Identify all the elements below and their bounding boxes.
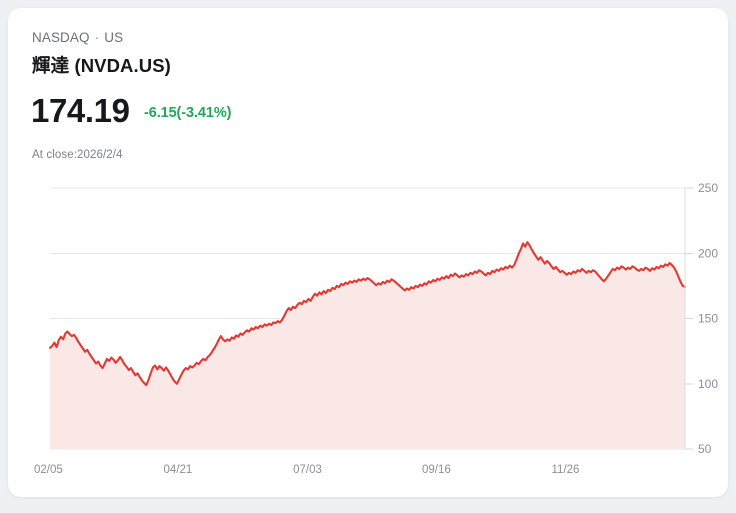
x-axis-label: 04/21 [164,464,193,476]
x-axis-label: 11/26 [552,464,580,476]
price-area-fill [50,242,685,449]
at-close-timestamp: At close:2026/2/4 [32,149,123,161]
exchange-separator: · [94,30,100,45]
x-axis-label: 09/16 [422,464,451,476]
exchange-row: NASDAQ · US [32,30,123,45]
exchange-name: NASDAQ [32,30,90,45]
y-axis-label: 100 [698,377,718,391]
y-axis-labels: 50 100 150 200 250 [698,181,718,456]
x-axis-label: 07/03 [293,464,322,476]
chart-tick-marks [685,187,693,450]
price-chart-svg[interactable]: 50 100 150 200 250 02/05 04/21 07/03 09/16 11/26 [8,168,728,488]
y-axis-label: 50 [698,442,712,456]
price-change: -6.15(-3.41%) [144,105,232,121]
exchange-region: US [104,30,124,45]
page-title: 輝達 (NVDA.US) [32,55,171,76]
y-axis-label: 250 [698,181,718,195]
y-axis-label: 150 [698,312,718,326]
price-chart[interactable]: 50 100 150 200 250 02/05 04/21 07/03 09/16 11/26 [8,168,728,488]
current-price: 174.19 [31,92,130,129]
y-axis-label: 200 [698,246,718,260]
stock-quote-card: NASDAQ · US 輝達 (NVDA.US) 174.19 -6.15(-3.4… [8,8,728,497]
price-line [48,241,687,387]
x-axis-label: 02/05 [34,464,63,476]
x-axis-labels: 02/05 04/21 07/03 09/16 11/26 [34,464,579,476]
